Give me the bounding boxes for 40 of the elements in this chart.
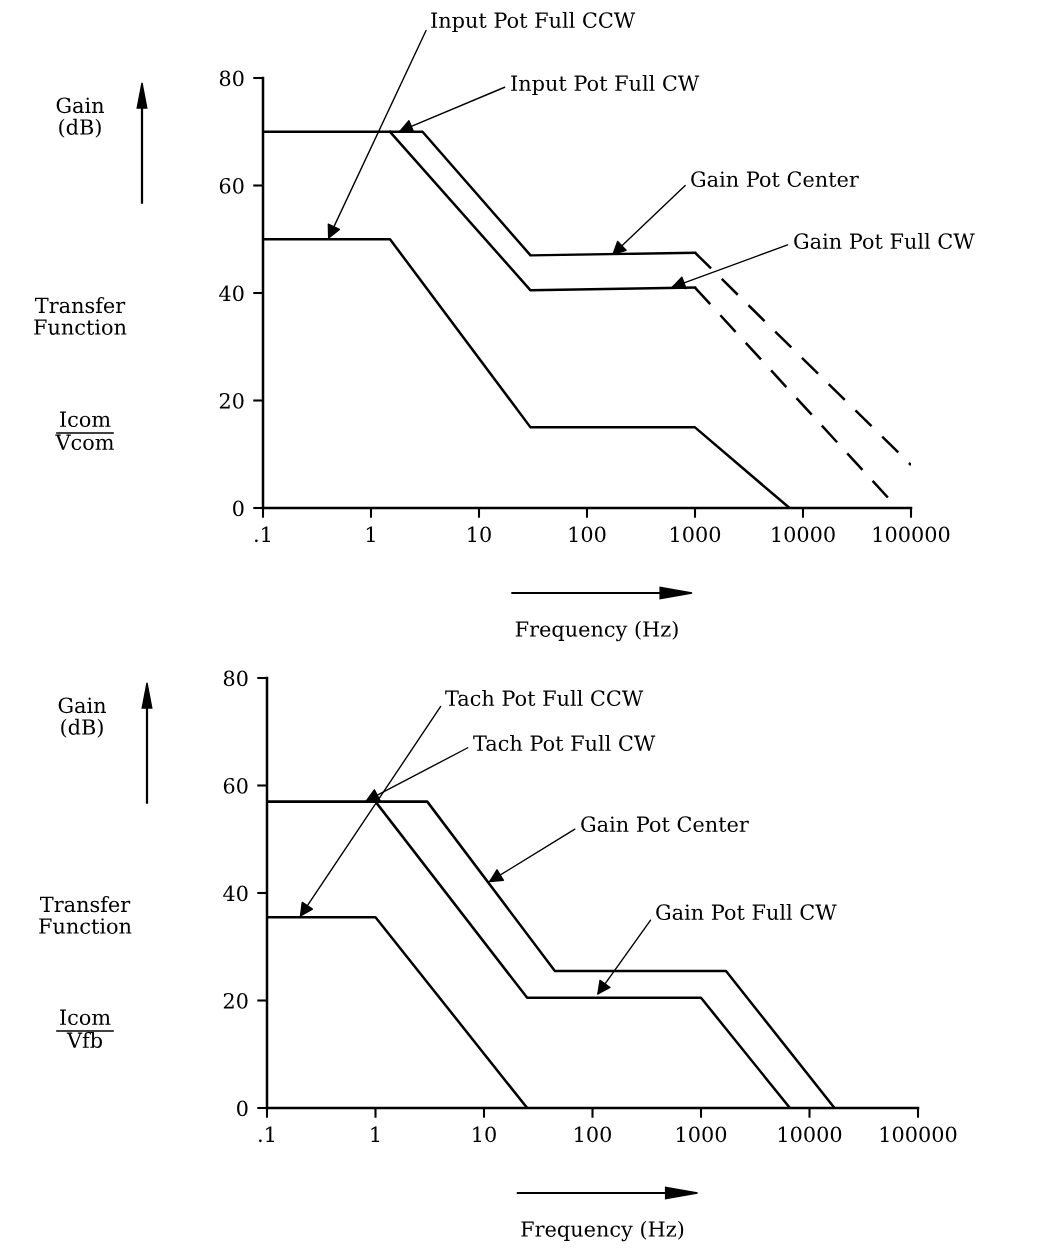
y-tick-label: 0 bbox=[237, 1100, 248, 1117]
x-axis-title: Frequency (Hz) bbox=[515, 620, 678, 642]
y-tick-label: 40 bbox=[219, 285, 244, 302]
y-axis-title: Gain (dB) bbox=[58, 697, 106, 738]
x-tick-label: 1 bbox=[366, 526, 375, 542]
x-tick-label: 10000 bbox=[778, 1126, 842, 1143]
x-tick-label: 10 bbox=[468, 526, 491, 543]
text: Icom Vfb bbox=[60, 1009, 111, 1049]
text: Transfer Function bbox=[39, 896, 132, 934]
x-tick-label: 100 bbox=[569, 526, 606, 543]
y-tick-label: 60 bbox=[219, 177, 244, 194]
x-tick-label: 100000 bbox=[873, 526, 950, 543]
annotation: Gain Pot Full CW bbox=[656, 903, 837, 921]
annotation: Gain Pot Center bbox=[581, 816, 749, 833]
x-tick-label: 1 bbox=[371, 1126, 380, 1142]
x-axis-title: Frequency (Hz) bbox=[521, 1220, 684, 1242]
y-tick-label: 80 bbox=[223, 670, 248, 687]
x-tick-label: .1 bbox=[255, 526, 270, 543]
x-tick-label: 10000 bbox=[772, 526, 835, 543]
y-tick-label: 20 bbox=[219, 392, 244, 409]
x-tick-label: 100000 bbox=[880, 1126, 957, 1143]
annotation: Tach Pot Full CCW bbox=[445, 689, 644, 707]
x-tick-label: 1000 bbox=[671, 526, 721, 543]
x-tick-label: .1 bbox=[259, 1126, 274, 1143]
x-tick-label: 10 bbox=[473, 1126, 496, 1143]
x-tick-label: 1000 bbox=[677, 1126, 727, 1143]
y-tick-label: 0 bbox=[233, 500, 244, 517]
y-tick-label: 80 bbox=[219, 70, 244, 87]
annotation: Gain Pot Center bbox=[691, 171, 859, 188]
annotation: Gain Pot Full CW bbox=[794, 232, 975, 250]
y-tick-label: 40 bbox=[223, 885, 248, 902]
y-axis-title: Gain (dB) bbox=[56, 97, 104, 138]
text: Icom Vcom bbox=[55, 411, 114, 451]
y-tick-label: 60 bbox=[223, 777, 248, 794]
annotation: Input Pot Full CW bbox=[511, 74, 700, 96]
annotation: Input Pot Full CCW bbox=[431, 11, 636, 33]
annotation: Tach Pot Full CW bbox=[473, 734, 656, 752]
x-tick-label: 100 bbox=[575, 1126, 611, 1143]
text: Transfer Function bbox=[34, 297, 127, 335]
y-tick-label: 20 bbox=[223, 992, 248, 1009]
